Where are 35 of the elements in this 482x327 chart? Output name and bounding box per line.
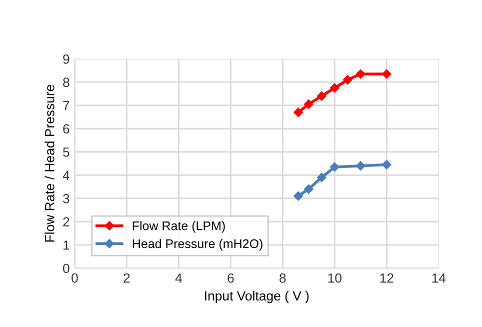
y-tick-label: 7: [63, 101, 70, 110]
x-tick-label: 8: [280, 273, 286, 283]
x-tick-label: 14: [432, 273, 446, 283]
y-tick-label: 3: [63, 194, 70, 204]
y-tick-label: 0: [63, 264, 70, 274]
point: [382, 69, 392, 79]
x-tick-label: 2: [124, 273, 130, 283]
y-tick-label: 8: [63, 78, 70, 88]
point: [330, 162, 340, 172]
x-tick-label: 6: [228, 273, 234, 283]
x-tick-label: 12: [380, 273, 394, 283]
y-tick-label: 9: [63, 54, 70, 64]
y-tick-label: 6: [63, 124, 70, 134]
x-tick-label: 0: [72, 273, 78, 283]
x-tick-label: 4: [175, 273, 182, 283]
point: [304, 184, 314, 194]
y-axis-title: Flow Rate / Head Pressure: [44, 84, 54, 242]
point: [356, 69, 366, 79]
y-tick-label: 2: [63, 217, 70, 226]
y-tick-label: 4: [62, 170, 70, 180]
legend-label: Head Pressure (mH2O): [132, 238, 262, 251]
legend-label: Flow Rate (LPM): [132, 221, 225, 233]
x-tick-label: 10: [328, 273, 342, 283]
y-tick-label: 5: [63, 148, 70, 157]
point: [317, 91, 326, 101]
point: [356, 161, 366, 170]
y-tick-label: 1: [64, 240, 70, 250]
point: [317, 172, 326, 182]
point: [304, 100, 314, 109]
x-axis-title: Input Voltage ( V ): [205, 290, 309, 304]
point: [343, 75, 352, 84]
point: [294, 191, 303, 201]
point: [382, 160, 392, 170]
point: [294, 108, 303, 117]
point: [330, 83, 340, 93]
